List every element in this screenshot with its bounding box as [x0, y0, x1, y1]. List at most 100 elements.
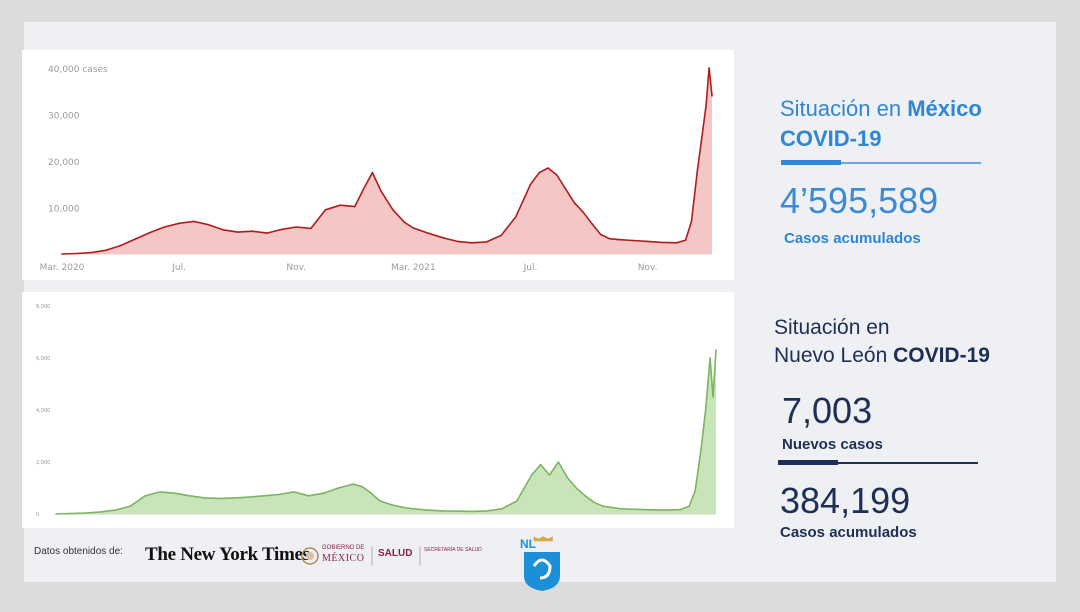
- mx-data-point: [632, 239, 634, 242]
- nl-data-point: [441, 510, 444, 512]
- mx-data-point: [251, 230, 254, 232]
- nl-data-point: [248, 496, 250, 498]
- nl-data-point: [70, 512, 72, 515]
- mexico-title: Situación en México COVID-19: [780, 94, 982, 154]
- mx-data-point: [573, 202, 576, 204]
- nl-title-line2-bold: COVID-19: [893, 344, 990, 367]
- mx-data-point: [711, 95, 713, 97]
- mx-data-point: [295, 226, 298, 228]
- gob-small-text: GOBIERNO DE: [322, 545, 365, 551]
- mx-x-tick-label: Mar. 2020: [40, 263, 85, 273]
- nl-title-line2-prefix: Nuevo León: [774, 344, 894, 367]
- mx-data-point: [690, 220, 693, 223]
- mx-data-point: [178, 222, 180, 225]
- nl-data-point: [548, 474, 551, 476]
- nl-title-line1: Situación en: [774, 316, 890, 339]
- mx-data-point: [701, 137, 703, 139]
- mx-x-tick-label: Nov.: [638, 263, 658, 273]
- mx-data-point: [371, 171, 374, 174]
- mx-data-point: [236, 231, 239, 233]
- nl-data-point: [129, 505, 132, 507]
- nl-data-point: [566, 476, 569, 479]
- mx-data-point: [529, 183, 532, 186]
- nl-data-point: [55, 513, 57, 515]
- nl-data-point: [709, 357, 711, 359]
- mx-data-point: [90, 251, 93, 254]
- mx-y-tick-label: 20,000: [48, 158, 80, 168]
- nl-data-point: [456, 510, 459, 512]
- nl-data-point: [664, 509, 667, 511]
- nl-total-cases: 384,199: [780, 480, 911, 521]
- nl-data-point: [337, 487, 340, 489]
- mx-data-point: [684, 239, 687, 241]
- nl-new-cases-label: Nuevos casos: [782, 436, 883, 453]
- nl-data-point: [679, 508, 682, 511]
- mx-data-point: [646, 240, 649, 243]
- nl-data-point: [602, 505, 604, 507]
- nl-data-point: [593, 501, 595, 504]
- nl-data-point: [634, 508, 637, 511]
- mx-data-point: [207, 223, 210, 226]
- mx-data-point: [61, 253, 63, 255]
- mx-data-point: [310, 227, 312, 230]
- source-label: Datos obtenidos de:: [34, 546, 123, 557]
- mx-data-point: [661, 241, 663, 244]
- gob-mexico-text: MÉXICO: [322, 553, 365, 564]
- mx-x-tick-label: Nov.: [286, 263, 306, 273]
- nl-data-point: [412, 508, 414, 510]
- nl-new-cases: 7,003: [782, 390, 873, 431]
- nl-data-point: [516, 500, 518, 502]
- nl-area-fill: [56, 350, 716, 514]
- mx-data-point: [617, 238, 620, 241]
- nl-y-tick-label: 8,000: [36, 304, 50, 310]
- mx-y-tick-label: 40,000 cases: [48, 65, 108, 75]
- mx-y-tick-label: 30,000: [48, 112, 80, 122]
- mx-data-point: [582, 211, 584, 213]
- mx-data-point: [403, 221, 406, 224]
- salud-sub-text: SECRETARÍA DE SALUD: [424, 547, 482, 553]
- mexico-cases-chart: 40,000 cases 30,000 20,000 10,000 Mar. 2020 J…: [22, 50, 734, 280]
- nl-y-tick-label: 2,000: [36, 460, 50, 466]
- nl-data-point: [144, 495, 146, 497]
- nl-data-point: [501, 508, 503, 510]
- gobierno-logo-icon: [301, 546, 421, 566]
- nl-data-point: [233, 497, 236, 499]
- nl-data-point: [174, 492, 176, 494]
- mx-data-point: [163, 226, 166, 228]
- mx-data-point: [676, 242, 678, 244]
- nl-data-point: [322, 492, 325, 494]
- mx-data-point: [427, 232, 429, 234]
- nl-data-point: [649, 509, 652, 511]
- mx-data-point: [456, 240, 459, 243]
- mexico-title-prefix: Situación en: [780, 96, 908, 121]
- nl-y-tick-label: 6,000: [36, 356, 50, 362]
- nl-data-point: [391, 504, 393, 506]
- nl-data-point: [712, 396, 714, 398]
- nl-data-point: [694, 489, 696, 492]
- mx-data-point: [266, 232, 268, 234]
- mexico-total-cases: 4’595,589: [780, 180, 939, 221]
- nl-data-point: [471, 510, 474, 513]
- nl-data-point: [530, 474, 533, 476]
- nuevo-leon-cases-chart: 8,000 6,000 4,000 2,000 0: [22, 292, 734, 528]
- nl-divider-accent: [778, 460, 838, 465]
- mx-data-point: [500, 234, 503, 237]
- mx-area-fill: [62, 68, 712, 254]
- nl-data-point: [575, 487, 578, 489]
- nl-data-point: [688, 505, 690, 507]
- nl-series-line: [55, 350, 717, 515]
- nl-data-point: [218, 497, 221, 500]
- mx-data-point: [149, 231, 151, 234]
- mexico-divider-accent: [781, 160, 841, 165]
- nuevo-leon-title: Situación en Nuevo León COVID-19: [774, 314, 990, 370]
- mx-data-point: [515, 216, 517, 218]
- nl-total-label: Casos acumulados: [780, 524, 917, 541]
- mx-data-point: [538, 171, 541, 174]
- mx-data-point: [708, 67, 710, 69]
- mx-data-point: [412, 227, 415, 229]
- nl-data-point: [352, 483, 355, 485]
- mexico-divider: [781, 162, 981, 164]
- nl-data-point: [159, 491, 161, 493]
- mx-data-point: [222, 229, 224, 231]
- mx-data-point: [324, 209, 327, 211]
